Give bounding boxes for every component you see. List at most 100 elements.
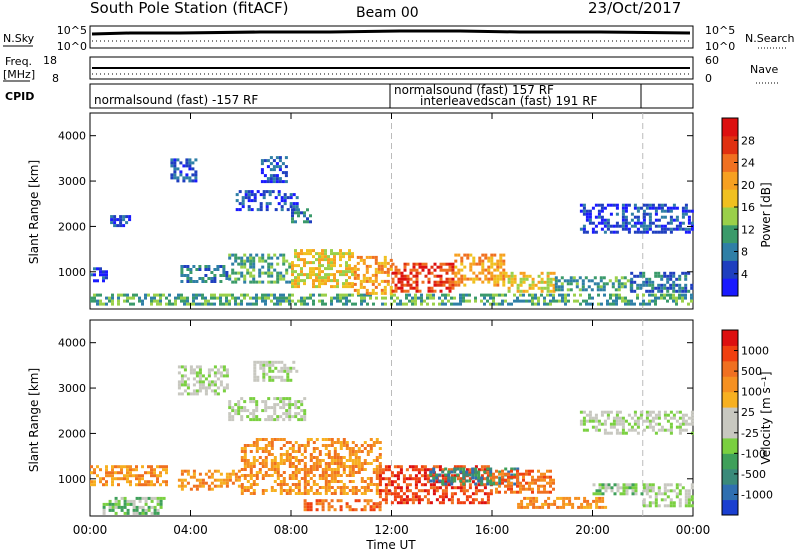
power-cell <box>531 302 534 306</box>
power-colorbar-tick-label: 24 <box>741 157 755 170</box>
velocity-cell <box>198 383 202 387</box>
power-cell <box>276 271 280 275</box>
power-cell <box>258 280 262 284</box>
power-cell <box>180 280 184 283</box>
velocity-cell <box>294 465 298 468</box>
velocity-data-region <box>579 410 694 435</box>
power-cell <box>258 256 262 260</box>
power-cell <box>460 274 464 278</box>
power-cell <box>666 280 670 284</box>
velocity-cell <box>477 479 481 483</box>
power-cell <box>537 274 541 278</box>
power-cell <box>483 296 486 300</box>
power-cell <box>348 299 351 303</box>
velocity-cell <box>342 444 346 447</box>
power-cell <box>590 279 594 283</box>
velocity-cell <box>120 508 124 512</box>
velocity-cell <box>321 499 325 503</box>
power-cell <box>534 296 537 300</box>
power-cell <box>522 277 526 281</box>
velocity-cell <box>303 465 307 468</box>
power-cell <box>195 293 198 297</box>
power-cell <box>684 203 688 207</box>
velocity-cell <box>150 471 153 475</box>
velocity-cell <box>630 416 634 420</box>
power-ylabel: Slant Range [km] <box>27 160 41 264</box>
power-cell <box>540 293 543 297</box>
velocity-cell <box>210 487 214 491</box>
power-cell <box>560 276 564 280</box>
power-cell <box>180 296 183 300</box>
power-cell <box>648 227 652 231</box>
velocity-cell <box>297 489 301 492</box>
power-cell <box>648 280 652 284</box>
velocity-cell <box>300 453 304 456</box>
velocity-cell <box>327 465 331 468</box>
velocity-cell <box>657 492 661 496</box>
power-cell <box>427 277 431 281</box>
power-cell <box>552 293 555 297</box>
velocity-cell <box>600 422 604 426</box>
power-cell <box>237 256 241 260</box>
velocity-cell <box>252 418 256 422</box>
velocity-cell <box>216 469 220 473</box>
power-cell <box>600 302 603 306</box>
power-cell <box>516 289 520 293</box>
power-cell <box>285 299 288 303</box>
velocity-cell <box>444 495 448 499</box>
velocity-cell <box>465 495 469 499</box>
velocity-cell <box>138 496 142 500</box>
velocity-cell <box>258 438 262 441</box>
velocity-cell <box>459 483 463 487</box>
velocity-cell <box>135 477 138 481</box>
velocity-cell <box>192 389 196 393</box>
power-cell <box>312 273 315 277</box>
power-cell <box>195 280 199 283</box>
power-cell <box>240 259 244 263</box>
velocity-cell <box>156 465 159 469</box>
velocity-cell <box>357 450 361 453</box>
power-cell <box>609 293 612 297</box>
velocity-colorbar-swatch <box>722 468 738 485</box>
power-cell <box>472 280 476 284</box>
velocity-cell <box>393 495 397 499</box>
velocity-cell <box>535 505 539 509</box>
velocity-cell <box>189 392 193 396</box>
velocity-cell <box>324 489 328 492</box>
velocity-cell <box>378 505 382 509</box>
velocity-cell <box>435 465 439 469</box>
velocity-cell <box>285 441 289 444</box>
power-cell <box>102 273 105 277</box>
power-cell <box>252 256 256 260</box>
velocity-cell <box>357 462 361 465</box>
power-cell <box>216 265 220 268</box>
power-cell <box>362 285 366 289</box>
velocity-cell <box>309 508 313 512</box>
velocity-cell <box>291 465 295 468</box>
power-cell <box>389 291 393 295</box>
power-cell <box>412 286 416 290</box>
velocity-cell <box>585 419 589 423</box>
velocity-cell <box>198 368 202 372</box>
power-cell <box>660 206 664 210</box>
velocity-cell <box>268 378 272 382</box>
power-cell <box>259 202 263 206</box>
velocity-cell <box>321 444 325 447</box>
power-cell <box>258 271 262 275</box>
velocity-cell <box>651 425 655 429</box>
velocity-cell <box>504 472 507 476</box>
velocity-cell <box>240 409 244 413</box>
power-cell <box>357 293 360 297</box>
power-cell <box>252 302 255 306</box>
velocity-cell <box>501 478 504 482</box>
velocity-cell <box>192 472 196 476</box>
velocity-colorbar-tick-label: 100 <box>741 386 762 399</box>
velocity-cell <box>327 505 331 509</box>
power-cell <box>672 218 676 222</box>
velocity-cell <box>186 383 190 387</box>
velocity-cell <box>633 413 637 417</box>
power-cell <box>159 299 162 303</box>
velocity-cell <box>262 366 266 370</box>
power-cell <box>660 296 663 300</box>
velocity-cell <box>225 472 229 476</box>
